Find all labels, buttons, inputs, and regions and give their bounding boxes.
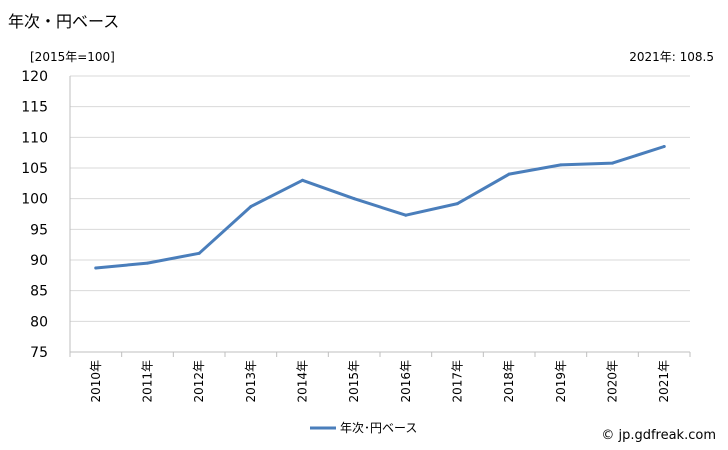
unit-label: [2015年=100] — [30, 50, 115, 64]
y-tick-label: 80 — [30, 314, 48, 330]
x-tick-label: 2019年 — [554, 360, 568, 403]
x-tick-label: 2017年 — [451, 360, 465, 403]
y-tick-label: 120 — [21, 69, 48, 85]
y-tick-label: 95 — [30, 222, 48, 238]
latest-value-label: 2021年: 108.5 — [629, 50, 714, 64]
legend: 年次･円ベース — [310, 421, 417, 435]
y-tick-label: 105 — [21, 161, 48, 177]
x-tick-label: 2011年 — [141, 360, 155, 403]
data-point — [507, 172, 511, 176]
y-axis-ticks: 75 80 85 90 95 100 105 110 115 120 — [21, 69, 48, 361]
x-tick-label: 2014年 — [296, 360, 310, 403]
x-tick-label: 2013年 — [244, 360, 258, 403]
chart-title: 年次・円ベース — [8, 12, 120, 31]
y-tick-label: 110 — [21, 130, 48, 146]
x-tick-label: 2015年 — [347, 360, 361, 403]
legend-label: 年次･円ベース — [340, 421, 417, 435]
x-tick-label: 2020年 — [606, 360, 620, 403]
data-point — [559, 163, 563, 167]
series-layer — [94, 145, 666, 270]
data-point — [611, 161, 614, 165]
data-point — [662, 145, 666, 149]
series-line — [94, 145, 666, 270]
source-credit: © jp.gdfreak.com — [601, 428, 716, 443]
data-point — [404, 213, 408, 217]
data-point — [456, 202, 459, 206]
data-point — [352, 197, 356, 201]
y-tick-label: 115 — [21, 100, 48, 116]
y-tick-label: 75 — [30, 345, 48, 361]
data-point — [146, 261, 149, 265]
y-tick-label: 90 — [30, 253, 48, 269]
y-tick-label: 100 — [21, 192, 48, 208]
x-tick-label: 2012年 — [192, 360, 206, 403]
gridlines — [70, 75, 690, 353]
data-point — [94, 266, 98, 270]
x-tick-label: 2018年 — [502, 360, 516, 403]
data-point — [301, 178, 304, 182]
x-tick-label: 2016年 — [399, 360, 413, 403]
data-point — [197, 251, 201, 255]
x-axis-ticks: 2010年 2011年 2012年 2013年 2014年 2015年 2016年 2017年… — [69, 76, 691, 403]
y-tick-label: 85 — [30, 284, 48, 300]
x-tick-label: 2010年 — [89, 360, 103, 403]
x-tick-label: 2021年 — [657, 360, 671, 403]
data-point — [249, 205, 253, 209]
